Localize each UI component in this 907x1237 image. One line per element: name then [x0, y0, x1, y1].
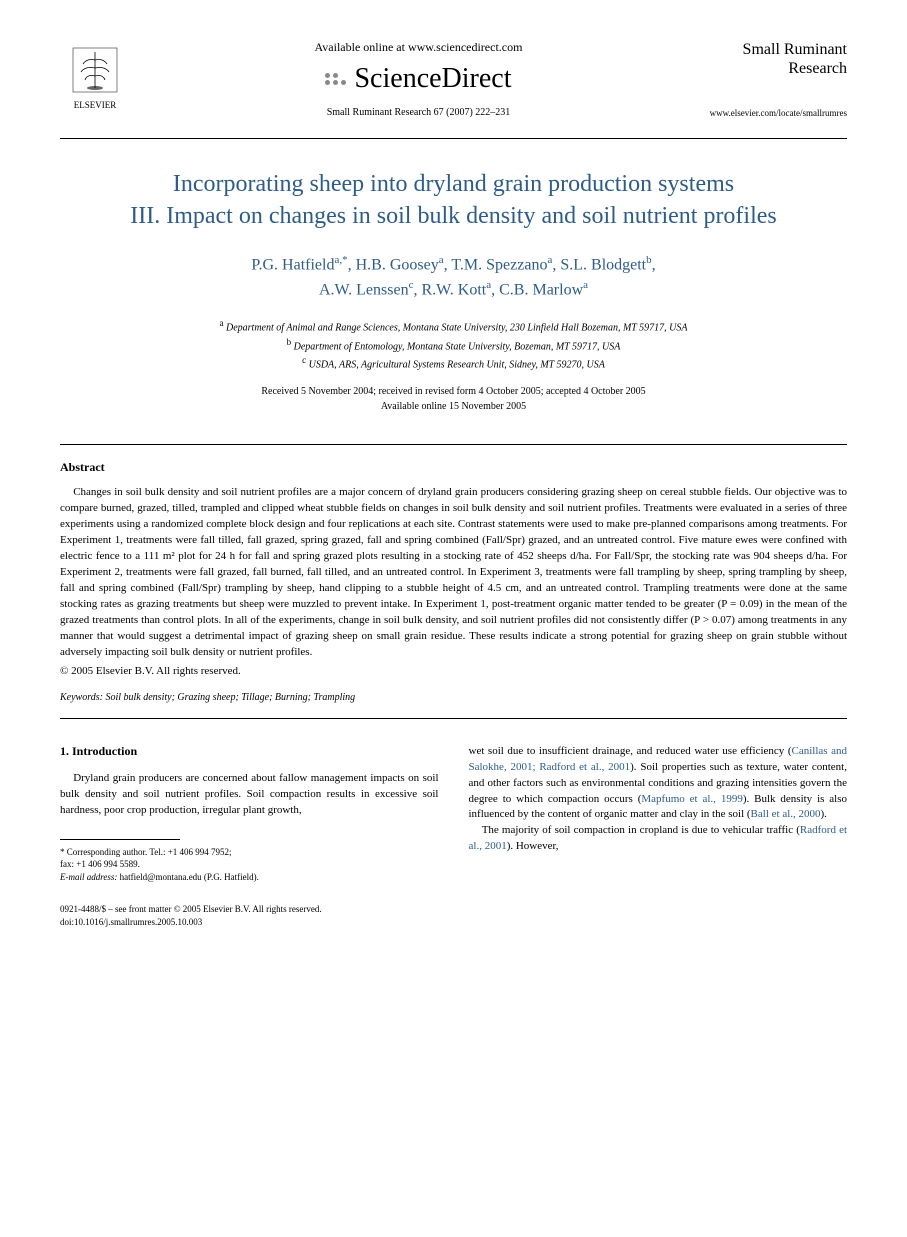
col2-p2-pre: The majority of soil compaction in cropl… — [482, 824, 800, 836]
author-5-sup: c — [409, 279, 414, 291]
left-column: 1. Introduction Dryland grain producers … — [60, 744, 439, 884]
sciencedirect-logo: ScienceDirect — [130, 63, 707, 95]
affiliation-c: USDA, ARS, Agricultural Systems Research… — [309, 359, 605, 370]
author-1: P.G. Hatfield — [251, 256, 334, 273]
title-line2: III. Impact on changes in soil bulk dens… — [60, 201, 847, 232]
abstract-heading: Abstract — [60, 460, 847, 475]
journal-title-line2: Research — [707, 59, 847, 78]
dates-block: Received 5 November 2004; received in re… — [60, 384, 847, 414]
author-6-sup: a — [486, 279, 491, 291]
body-columns: 1. Introduction Dryland grain producers … — [60, 744, 847, 884]
affiliation-a: Department of Animal and Range Sciences,… — [226, 323, 688, 334]
col2-p2-end: ). However, — [507, 840, 559, 852]
authors-block: P.G. Hatfielda,*, H.B. Gooseya, T.M. Spe… — [60, 252, 847, 303]
keywords-text: Soil bulk density; Grazing sheep; Tillag… — [105, 692, 355, 703]
footer-info: 0921-4488/$ – see front matter © 2005 El… — [60, 903, 847, 928]
col2-p1-end: ). — [821, 808, 827, 820]
citation-2[interactable]: Mapfumo et al., 1999 — [641, 793, 742, 805]
citation-3[interactable]: Ball et al., 2000 — [751, 808, 821, 820]
copyright-line: © 2005 Elsevier B.V. All rights reserved… — [60, 665, 847, 677]
intro-col1-p1: Dryland grain producers are concerned ab… — [60, 771, 439, 819]
elsevier-label: ELSEVIER — [60, 100, 130, 110]
footer-doi: doi:10.1016/j.smallrumres.2005.10.003 — [60, 916, 847, 929]
keywords-block: Keywords: Soil bulk density; Grazing she… — [60, 692, 847, 703]
footnote-separator — [60, 839, 180, 840]
intro-col2-p1: wet soil due to insufficient drainage, a… — [469, 744, 848, 824]
title-line1: Incorporating sheep into dryland grain p… — [60, 169, 847, 200]
journal-url: www.elsevier.com/locate/smallrumres — [707, 108, 847, 118]
affiliation-b: Department of Entomology, Montana State … — [294, 341, 621, 352]
footnote-corr: * Corresponding author. Tel.: +1 406 994… — [60, 846, 439, 859]
author-4: S.L. Blodgett — [560, 256, 646, 273]
author-2: H.B. Goosey — [356, 256, 439, 273]
footer-issn: 0921-4488/$ – see front matter © 2005 El… — [60, 903, 847, 916]
center-header: Available online at www.sciencedirect.co… — [130, 40, 707, 118]
elsevier-tree-icon — [65, 40, 125, 100]
header-rule — [60, 138, 847, 139]
keywords-label: Keywords: — [60, 692, 103, 703]
abstract-rule-top — [60, 444, 847, 445]
footnote-block: * Corresponding author. Tel.: +1 406 994… — [60, 846, 439, 884]
col2-p1-pre: wet soil due to insufficient drainage, a… — [469, 745, 792, 757]
author-6: R.W. Kott — [421, 281, 486, 298]
abstract-text: Changes in soil bulk density and soil nu… — [60, 485, 847, 660]
journal-title-line1: Small Ruminant — [707, 40, 847, 59]
author-2-sup: a — [439, 254, 444, 266]
author-3: T.M. Spezzano — [451, 256, 547, 273]
intro-heading: 1. Introduction — [60, 744, 439, 759]
footnote-email: hatfield@montana.edu (P.G. Hatfield). — [120, 872, 259, 882]
footnote-email-label: E-mail address: — [60, 872, 117, 882]
available-online-text: Available online at www.sciencedirect.co… — [130, 40, 707, 55]
right-column: wet soil due to insufficient drainage, a… — [469, 744, 848, 884]
sciencedirect-text: ScienceDirect — [354, 63, 511, 95]
author-4-sup: b — [646, 254, 652, 266]
affiliations-block: a Department of Animal and Range Science… — [60, 317, 847, 372]
journal-reference: Small Ruminant Research 67 (2007) 222–23… — [130, 107, 707, 118]
footnote-fax: fax: +1 406 994 5589. — [60, 858, 439, 871]
available-date: Available online 15 November 2005 — [60, 399, 847, 414]
author-7: C.B. Marlow — [499, 281, 583, 298]
intro-col2-p2: The majority of soil compaction in cropl… — [469, 823, 848, 855]
journal-title-box: Small Ruminant Research www.elsevier.com… — [707, 40, 847, 118]
abstract-rule-bottom — [60, 718, 847, 719]
article-title: Incorporating sheep into dryland grain p… — [60, 169, 847, 231]
author-7-sup: a — [583, 279, 588, 291]
author-3-sup: a — [547, 254, 552, 266]
author-1-sup: a,* — [334, 254, 347, 266]
received-date: Received 5 November 2004; received in re… — [60, 384, 847, 399]
author-5: A.W. Lenssen — [319, 281, 409, 298]
elsevier-logo: ELSEVIER — [60, 40, 130, 110]
page-header: ELSEVIER Available online at www.science… — [60, 40, 847, 118]
sd-dots-icon — [325, 73, 346, 85]
